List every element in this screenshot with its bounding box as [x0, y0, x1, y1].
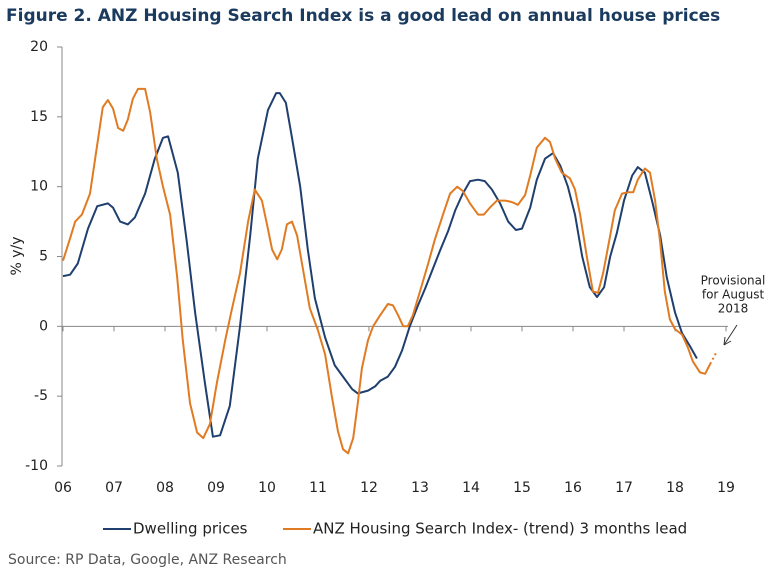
x-tick-label: 10: [258, 480, 276, 496]
y-tick-label: -5: [34, 388, 48, 404]
line: [709, 351, 718, 365]
x-tick-label: 13: [411, 480, 429, 496]
y-tick-label: -10: [25, 458, 48, 474]
chart-title: Figure 2. ANZ Housing Search Index is a …: [6, 6, 720, 26]
x-tick-label: 14: [462, 480, 480, 496]
x-tick-label: 15: [513, 480, 531, 496]
x-tick-label: 09: [207, 480, 225, 496]
y-tick-label: 0: [39, 318, 48, 334]
x-tick-label: 12: [360, 480, 378, 496]
y-tick-label: 5: [39, 249, 48, 265]
y-axis-label: % y/y: [9, 236, 25, 275]
x-tick-label: 11: [309, 480, 327, 496]
x-tick-label: 19: [717, 480, 735, 496]
annotation-arrow: [723, 324, 738, 346]
x-tick-label: 07: [105, 480, 123, 496]
annotation: Provisional: [701, 274, 766, 288]
legend-label: ANZ Housing Search Index- (trend) 3 mont…: [313, 520, 687, 538]
y-tick-label: 10: [30, 179, 48, 195]
x-tick-label: 08: [156, 480, 174, 496]
y-tick-label: 20: [30, 39, 48, 55]
line: [62, 92, 698, 438]
annotation-arrowhead: [723, 336, 732, 346]
source: Source: RP Data, Google, ANZ Research: [8, 552, 287, 568]
x-tick-label: 18: [666, 480, 684, 496]
annotation: for August: [702, 288, 765, 302]
x-tick-label: 06: [54, 480, 72, 496]
x-tick-label: 17: [615, 480, 633, 496]
annotation: 2018: [718, 302, 749, 316]
y-tick-label: 15: [30, 109, 48, 125]
legend-label: Dwelling prices: [133, 520, 248, 538]
line: [62, 87, 712, 455]
x-tick-label: 16: [564, 480, 582, 496]
